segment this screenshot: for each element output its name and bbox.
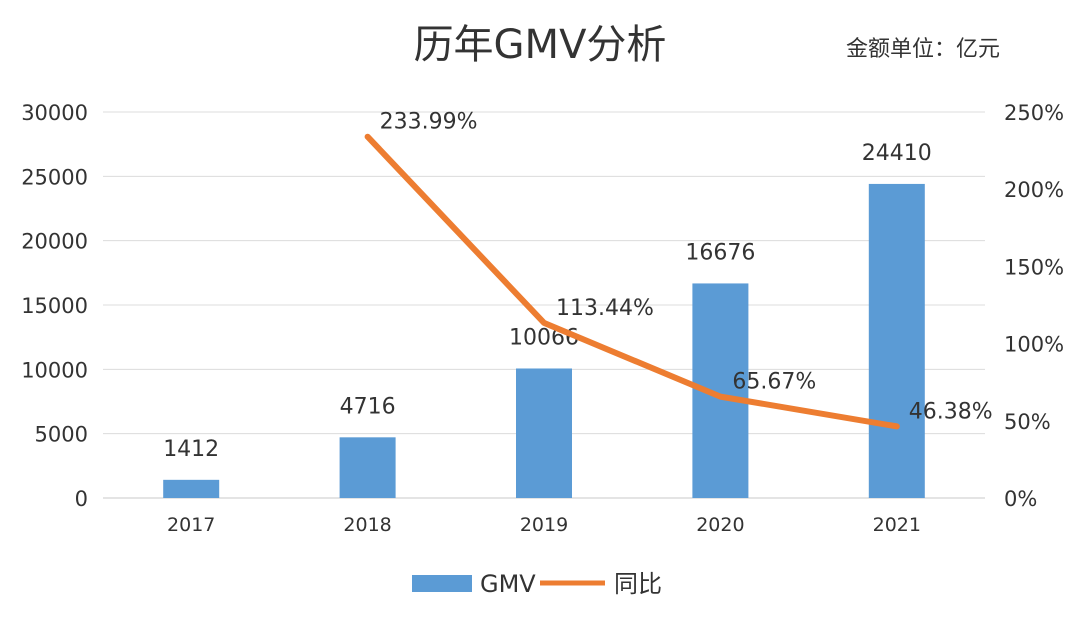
yoy-data-label: 113.44% (556, 296, 654, 321)
right-tick-label: 150% (1004, 255, 1064, 279)
gmv-bar (516, 368, 572, 498)
right-tick-label: 100% (1004, 333, 1064, 357)
yoy-line-labels: 233.99% 113.44% 65.67% 46.38% (380, 110, 993, 425)
left-tick-label: 0 (75, 487, 88, 511)
gmv-bars (163, 183, 925, 498)
legend: GMV 同比 (412, 570, 662, 598)
chart-title: 历年GMV分析 (414, 22, 667, 68)
right-tick-label: 50% (1004, 410, 1051, 434)
left-tick-label: 20000 (21, 230, 88, 254)
legend-label-yoy: 同比 (614, 570, 662, 598)
x-tick-label: 2021 (873, 514, 921, 536)
x-tick-label: 2020 (696, 514, 744, 536)
gmv-data-label: 16676 (685, 240, 755, 265)
left-tick-label: 10000 (21, 358, 88, 382)
yoy-line-series (364, 133, 900, 430)
right-tick-label: 250% (1004, 101, 1064, 125)
yoy-data-label: 46.38% (909, 399, 993, 424)
right-axis-ticks: 0% 50% 100% 150% 200% 250% (1004, 101, 1064, 511)
x-tick-label: 2018 (343, 514, 391, 536)
left-tick-label: 5000 (35, 423, 88, 447)
gmv-bar (163, 479, 220, 498)
x-tick-label: 2017 (167, 514, 215, 536)
yoy-data-label: 233.99% (380, 110, 478, 135)
gmv-bar (339, 437, 396, 498)
yoy-data-label: 65.67% (732, 370, 816, 395)
unit-note: 金额单位：亿元 (846, 37, 1000, 62)
right-tick-label: 200% (1004, 178, 1064, 202)
gmv-data-label: 4716 (340, 394, 396, 419)
left-tick-label: 30000 (21, 101, 88, 125)
right-tick-label: 0% (1004, 487, 1037, 511)
left-axis-ticks: 0 5000 10000 15000 20000 25000 30000 (21, 101, 88, 511)
x-axis-ticks: 2017 2018 2019 2020 2021 (167, 514, 921, 536)
gmv-bar (868, 183, 925, 498)
left-tick-label: 25000 (21, 165, 88, 189)
legend-label-gmv: GMV (480, 570, 536, 598)
left-tick-label: 15000 (21, 294, 88, 318)
gmv-data-label: 24410 (862, 141, 932, 166)
gmv-data-label: 10066 (509, 325, 579, 350)
x-tick-label: 2019 (520, 514, 568, 536)
legend-swatch-gmv (412, 575, 472, 592)
gmv-data-label: 1412 (163, 437, 219, 462)
yoy-line (364, 133, 900, 430)
